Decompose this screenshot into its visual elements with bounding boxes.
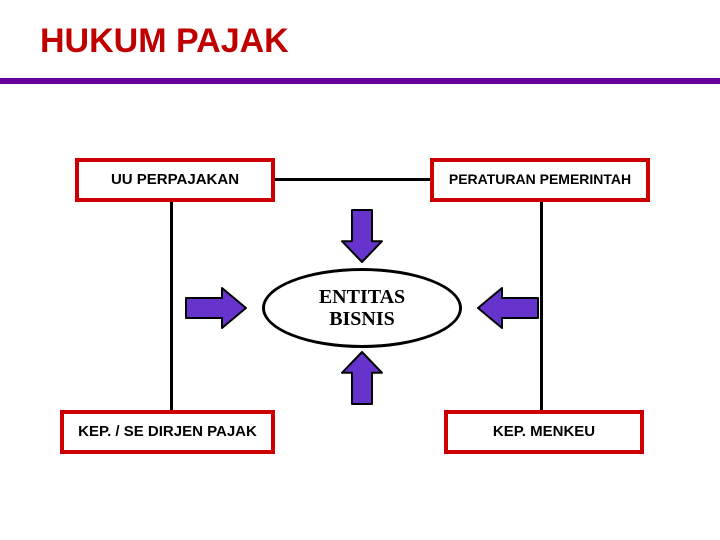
arrow-right-icon xyxy=(478,288,538,328)
ellipse-entitas-bisnis: ENTITAS BISNIS xyxy=(262,268,462,348)
title-underline xyxy=(0,78,720,84)
box-kep-menkeu: KEP. MENKEU xyxy=(444,410,644,454)
box-uu-perpajakan: UU PERPAJAKAN xyxy=(75,158,275,202)
page-title: HUKUM PAJAK xyxy=(40,22,289,61)
connector-top xyxy=(275,178,430,181)
connector-left xyxy=(170,202,173,410)
box-peraturan-pemerintah: PERATURAN PEMERINTAH xyxy=(430,158,650,202)
box-kep-dirjen-pajak: KEP. / SE DIRJEN PAJAK xyxy=(60,410,275,454)
arrow-top-icon xyxy=(342,210,382,262)
arrow-left-icon xyxy=(186,288,246,328)
connector-right xyxy=(540,202,543,410)
arrow-bottom-icon xyxy=(342,352,382,404)
